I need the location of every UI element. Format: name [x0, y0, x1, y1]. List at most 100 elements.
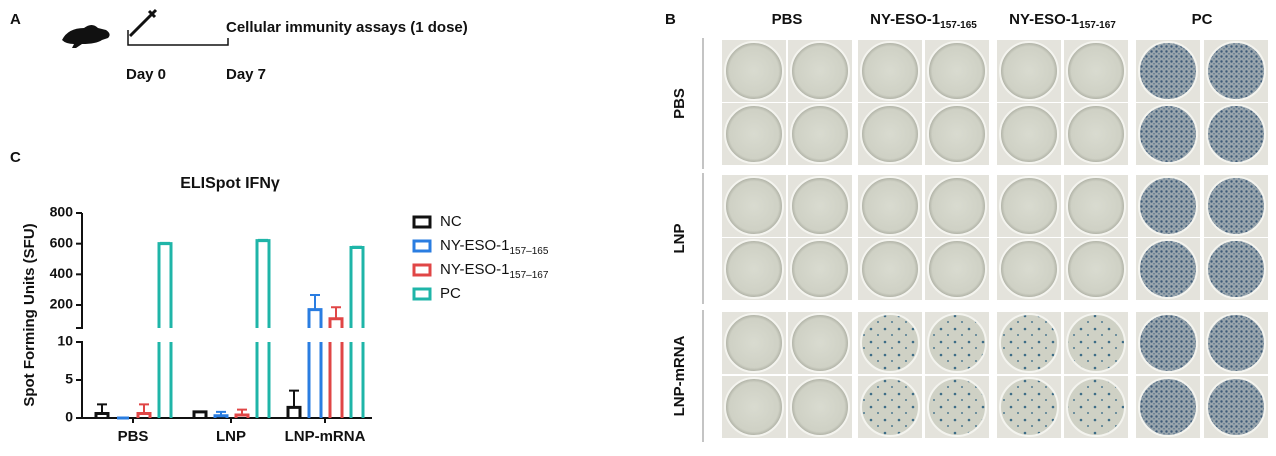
well	[860, 377, 920, 437]
legend-label-main: NY-ESO-1	[440, 237, 509, 254]
well	[1066, 377, 1126, 437]
well	[999, 377, 1059, 437]
well	[1066, 239, 1126, 299]
well	[724, 313, 784, 373]
legend-label: NY-ESO-1157–165	[440, 237, 549, 257]
bar	[307, 308, 323, 418]
well	[724, 176, 784, 236]
well	[927, 176, 987, 236]
y-tick-label: 0	[65, 409, 73, 425]
timeline-title: Cellular immunity assays (1 dose)	[226, 19, 468, 36]
error-bar	[258, 238, 268, 241]
column-label-main: PC	[1192, 11, 1213, 28]
bar	[157, 242, 173, 418]
well	[1066, 104, 1126, 164]
well	[1066, 41, 1126, 101]
error-bar	[216, 410, 226, 416]
well	[999, 104, 1059, 164]
well	[860, 104, 920, 164]
column-label: NY-ESO-1157-165	[870, 11, 977, 31]
legend-swatch	[412, 263, 432, 277]
x-tick-label: PBS	[118, 428, 149, 445]
well	[790, 377, 850, 437]
well	[1206, 377, 1266, 437]
bar	[255, 239, 271, 418]
legend-label: NY-ESO-1157–167	[440, 261, 549, 281]
well	[1138, 313, 1198, 373]
well	[724, 239, 784, 299]
well	[1138, 377, 1198, 437]
well	[860, 41, 920, 101]
panel-label: A	[10, 11, 21, 28]
row-label: LNP	[671, 224, 688, 254]
legend-label-main: PC	[440, 285, 461, 302]
well	[927, 239, 987, 299]
well	[927, 41, 987, 101]
well	[927, 104, 987, 164]
column-label-main: PBS	[772, 11, 803, 28]
bar	[349, 246, 365, 418]
error-bar	[352, 245, 362, 248]
y-tick-label: 400	[50, 265, 74, 281]
well	[1138, 176, 1198, 236]
legend-label-sub: 157–165	[509, 246, 548, 257]
well	[790, 313, 850, 373]
error-bar	[160, 241, 170, 244]
well	[927, 377, 987, 437]
bar	[328, 317, 344, 418]
x-tick-label: LNP-mRNA	[285, 428, 366, 445]
well	[724, 377, 784, 437]
row-label: LNP-mRNA	[671, 335, 688, 416]
mouse-icon	[62, 25, 110, 48]
well	[1138, 41, 1198, 101]
well	[1066, 313, 1126, 373]
error-bar	[97, 403, 107, 414]
x-tick-label: LNP	[216, 428, 246, 445]
well	[724, 41, 784, 101]
well	[1066, 176, 1126, 236]
syringe-icon	[128, 8, 158, 38]
legend-label: PC	[440, 285, 461, 302]
legend-swatch	[412, 287, 432, 301]
well	[999, 239, 1059, 299]
chart-title: ELISpot IFNγ	[180, 175, 280, 192]
column-label: NY-ESO-1157-167	[1009, 11, 1116, 31]
day-label: Day 0	[126, 66, 166, 83]
legend-swatch	[412, 239, 432, 253]
bar	[192, 410, 208, 418]
legend-label-main: NY-ESO-1	[440, 261, 509, 278]
day-label: Day 7	[226, 66, 266, 83]
error-bar	[310, 294, 320, 310]
well	[1138, 239, 1198, 299]
error-bar	[331, 306, 341, 319]
y-tick-label: 800	[50, 204, 74, 220]
timeline	[127, 30, 229, 46]
y-tick-label: 600	[50, 234, 74, 250]
well	[1206, 313, 1266, 373]
well	[1206, 104, 1266, 164]
well	[1206, 176, 1266, 236]
panel-c: C ELISpot IFNγ Spot Forming Units (SFU) …	[10, 149, 549, 445]
column-label-main: NY-ESO-1	[1009, 11, 1079, 28]
well	[790, 176, 850, 236]
legend-label-sub: 157–167	[509, 270, 548, 281]
well	[860, 239, 920, 299]
column-label-sub: 157-167	[1079, 20, 1116, 31]
column-label-sub: 157-165	[940, 20, 977, 31]
well	[999, 176, 1059, 236]
well	[927, 313, 987, 373]
panel-b: B PBS NY-ESO-1157-165 NY-ESO-1157-167 PCPBS…	[665, 11, 1268, 442]
legend-swatch	[412, 215, 432, 229]
error-bar	[237, 408, 247, 415]
well	[1206, 239, 1266, 299]
well	[790, 41, 850, 101]
well	[860, 313, 920, 373]
legend-label: NC	[440, 213, 462, 230]
column-label: PC	[1192, 11, 1213, 28]
well	[999, 313, 1059, 373]
error-bar	[289, 389, 299, 408]
well	[1138, 104, 1198, 164]
column-label-main: NY-ESO-1	[870, 11, 940, 28]
well	[1206, 41, 1266, 101]
